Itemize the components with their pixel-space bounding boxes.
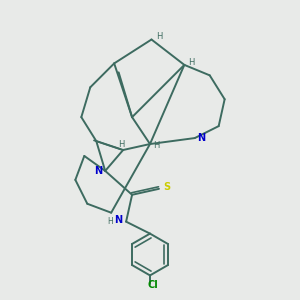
- Text: Cl: Cl: [148, 280, 158, 290]
- Text: H: H: [118, 140, 125, 148]
- Text: N: N: [94, 166, 103, 176]
- Text: N: N: [114, 215, 122, 225]
- Text: N: N: [197, 133, 206, 143]
- Text: H: H: [108, 217, 113, 226]
- Text: S: S: [163, 182, 170, 192]
- Text: H: H: [156, 32, 162, 41]
- Text: H: H: [188, 58, 194, 67]
- Text: H: H: [153, 141, 160, 150]
